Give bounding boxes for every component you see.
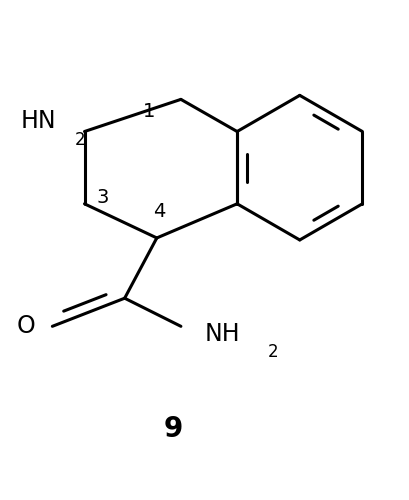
Text: 2: 2 (74, 130, 85, 148)
Text: 9: 9 (163, 414, 182, 442)
Text: 4: 4 (152, 202, 164, 222)
Text: NH: NH (204, 322, 240, 346)
Text: O: O (17, 314, 36, 338)
Text: 1: 1 (142, 102, 155, 121)
Text: 3: 3 (96, 188, 108, 208)
Text: 2: 2 (267, 344, 277, 361)
Text: HN: HN (20, 110, 56, 134)
